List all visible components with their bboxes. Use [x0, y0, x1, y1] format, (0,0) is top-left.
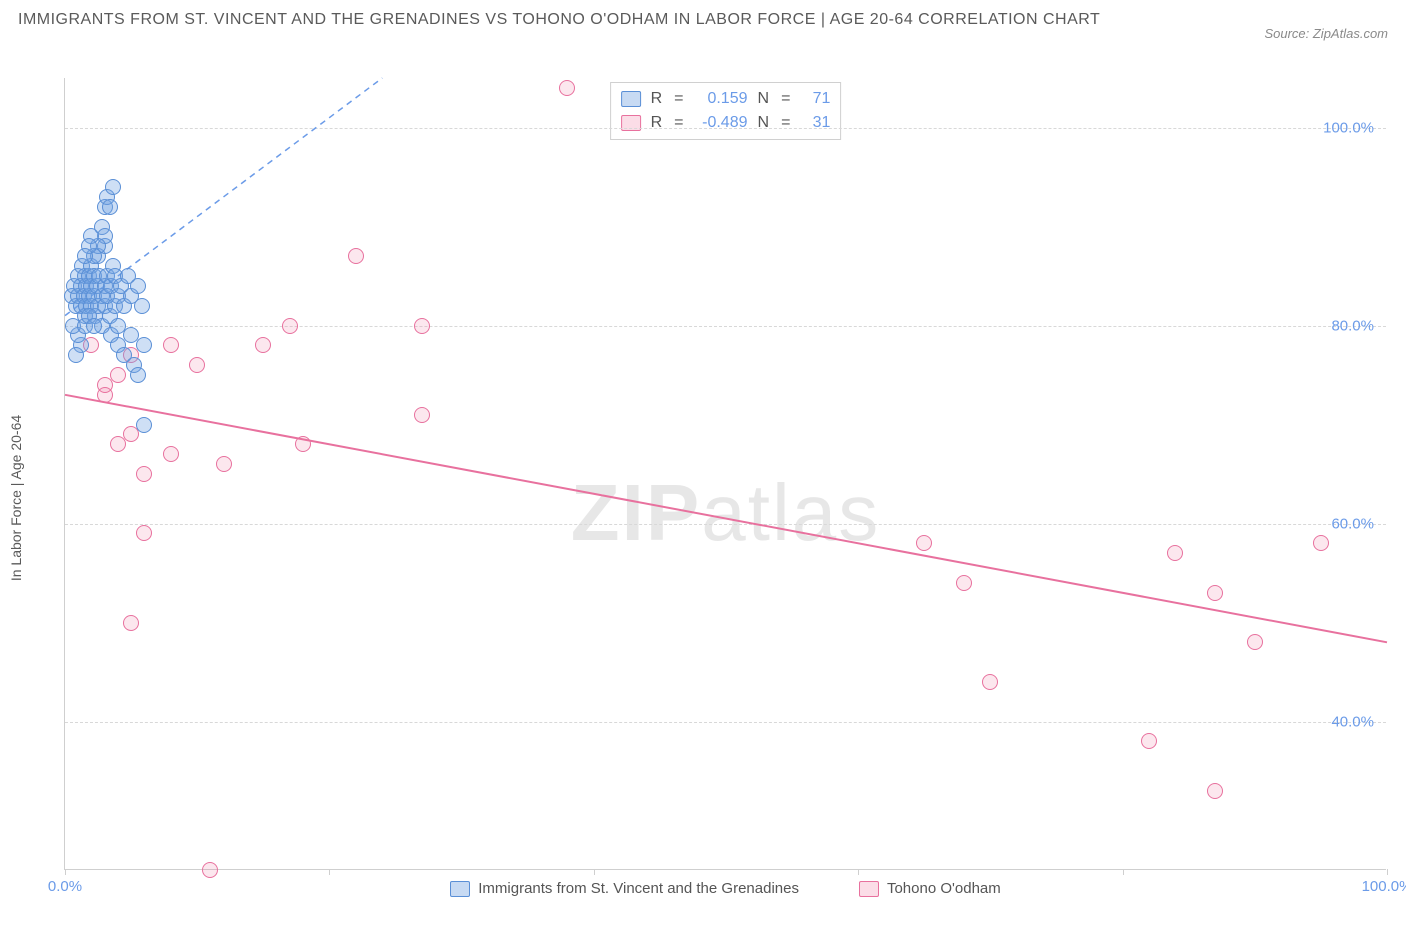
gridline — [65, 326, 1386, 327]
n-label: N — [758, 87, 770, 111]
data-point-pink — [982, 674, 998, 690]
swatch-pink-icon — [621, 115, 641, 131]
equals: = — [781, 87, 790, 111]
r-value: 0.159 — [696, 87, 748, 111]
data-point-pink — [189, 357, 205, 373]
data-point-pink — [1207, 783, 1223, 799]
data-point-blue — [130, 367, 146, 383]
legend-row-pink: R = -0.489 N = 31 — [621, 111, 831, 135]
r-value: -0.489 — [696, 111, 748, 135]
legend-label: Immigrants from St. Vincent and the Gren… — [478, 880, 799, 897]
y-tick-label: 80.0% — [1331, 317, 1374, 334]
correlation-legend: R = 0.159 N = 71 R = -0.489 N = 31 — [610, 82, 842, 140]
y-axis-label: In Labor Force | Age 20-64 — [8, 415, 24, 581]
x-tick — [858, 869, 859, 875]
data-point-blue — [136, 417, 152, 433]
r-label: R — [651, 87, 663, 111]
x-tick — [1387, 869, 1388, 875]
legend-item-pink: Tohono O'odham — [859, 880, 1001, 897]
n-value: 71 — [802, 87, 830, 111]
data-point-pink — [282, 318, 298, 334]
trendline-blue — [65, 78, 1387, 870]
legend-item-blue: Immigrants from St. Vincent and the Gren… — [450, 880, 799, 897]
data-point-blue — [68, 347, 84, 363]
equals: = — [781, 111, 790, 135]
data-point-blue — [105, 179, 121, 195]
data-point-pink — [559, 80, 575, 96]
swatch-blue-icon — [450, 881, 470, 897]
y-tick-label: 100.0% — [1323, 119, 1374, 136]
x-tick — [65, 869, 66, 875]
data-point-pink — [1207, 585, 1223, 601]
trendline-pink — [65, 78, 1387, 870]
n-value: 31 — [802, 111, 830, 135]
x-tick-label: 100.0% — [1362, 878, 1406, 895]
data-point-blue — [136, 337, 152, 353]
chart-header: IMMIGRANTS FROM ST. VINCENT AND THE GREN… — [0, 0, 1406, 41]
x-tick — [329, 869, 330, 875]
swatch-blue-icon — [621, 91, 641, 107]
data-point-blue — [102, 199, 118, 215]
gridline — [65, 524, 1386, 525]
data-point-pink — [136, 466, 152, 482]
data-point-pink — [1247, 634, 1263, 650]
chart-container: In Labor Force | Age 20-64 ZIPatlas R = … — [24, 78, 1390, 918]
data-point-pink — [1141, 733, 1157, 749]
data-point-pink — [348, 248, 364, 264]
data-point-pink — [956, 575, 972, 591]
legend-label: Tohono O'odham — [887, 880, 1001, 897]
data-point-pink — [295, 436, 311, 452]
data-point-pink — [97, 387, 113, 403]
data-point-pink — [1167, 545, 1183, 561]
data-point-blue — [134, 298, 150, 314]
data-point-pink — [202, 862, 218, 878]
watermark: ZIPatlas — [571, 467, 880, 559]
plot-area: ZIPatlas R = 0.159 N = 71 R = -0.489 N =… — [64, 78, 1386, 870]
legend-row-blue: R = 0.159 N = 71 — [621, 87, 831, 111]
r-label: R — [651, 111, 663, 135]
data-point-blue — [86, 318, 102, 334]
gridline — [65, 722, 1386, 723]
data-point-pink — [163, 446, 179, 462]
data-point-pink — [916, 535, 932, 551]
equals: = — [674, 87, 683, 111]
gridline — [65, 128, 1386, 129]
data-point-blue — [130, 278, 146, 294]
n-label: N — [758, 111, 770, 135]
data-point-blue — [77, 248, 93, 264]
data-point-pink — [123, 615, 139, 631]
equals: = — [674, 111, 683, 135]
data-point-pink — [414, 318, 430, 334]
data-point-pink — [414, 407, 430, 423]
x-tick-label: 0.0% — [48, 878, 82, 895]
data-point-pink — [110, 367, 126, 383]
data-point-pink — [136, 525, 152, 541]
source-label: Source: ZipAtlas.com — [1264, 26, 1388, 41]
data-point-pink — [255, 337, 271, 353]
data-point-pink — [1313, 535, 1329, 551]
x-tick — [1123, 869, 1124, 875]
y-tick-label: 60.0% — [1331, 515, 1374, 532]
swatch-pink-icon — [859, 881, 879, 897]
x-tick — [594, 869, 595, 875]
data-point-pink — [216, 456, 232, 472]
chart-title: IMMIGRANTS FROM ST. VINCENT AND THE GREN… — [18, 8, 1100, 32]
series-legend: Immigrants from St. Vincent and the Gren… — [65, 880, 1386, 897]
data-point-pink — [163, 337, 179, 353]
y-tick-label: 40.0% — [1331, 713, 1374, 730]
